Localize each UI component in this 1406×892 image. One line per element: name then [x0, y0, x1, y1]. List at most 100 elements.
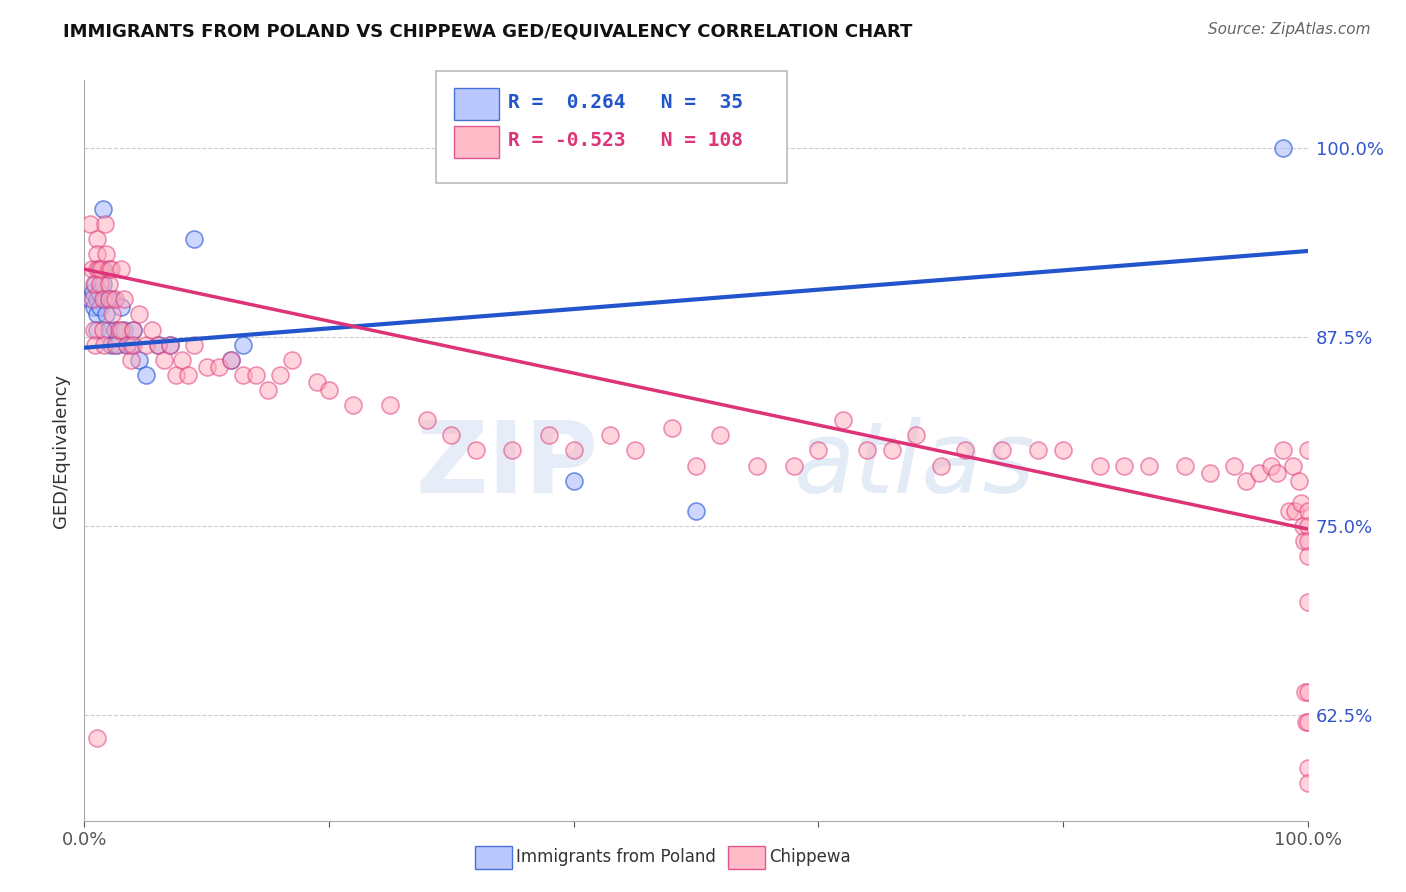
Point [1292, 534, 1315, 549]
Point [146, 337, 169, 351]
Point [856, 443, 879, 458]
Point [153, 352, 176, 367]
Point [96, 247, 118, 261]
Point [538, 428, 561, 442]
Point [112, 293, 135, 307]
Point [107, 322, 129, 336]
Point [110, 322, 132, 336]
Point [87, 285, 110, 299]
Point [86, 247, 108, 261]
Text: R = -0.523   N = 108: R = -0.523 N = 108 [508, 131, 742, 151]
Point [709, 428, 731, 442]
Point [783, 458, 806, 473]
Point [86, 322, 108, 336]
Point [232, 368, 254, 382]
Point [82, 293, 104, 307]
Point [1291, 496, 1313, 510]
Point [91, 202, 114, 216]
Point [172, 352, 194, 367]
Point [1296, 594, 1319, 608]
Point [195, 360, 218, 375]
Point [146, 337, 169, 351]
Point [86, 293, 108, 307]
Point [110, 300, 132, 314]
Point [1052, 443, 1074, 458]
Point [159, 337, 181, 351]
Point [104, 322, 127, 336]
Point [122, 337, 145, 351]
Point [86, 262, 108, 277]
Point [624, 443, 647, 458]
Point [1260, 458, 1282, 473]
Point [1296, 549, 1319, 564]
Point [245, 368, 267, 382]
Point [86, 731, 108, 745]
Point [502, 443, 524, 458]
Text: R =  0.264   N =  35: R = 0.264 N = 35 [508, 93, 742, 112]
Point [97, 322, 120, 336]
Point [1174, 458, 1197, 473]
Point [141, 322, 163, 336]
Point [232, 337, 254, 351]
Point [183, 337, 205, 351]
Point [440, 428, 463, 442]
Point [342, 398, 364, 412]
Point [747, 458, 769, 473]
Point [562, 474, 585, 488]
Text: ZIP: ZIP [415, 417, 598, 514]
Point [100, 337, 122, 351]
Point [100, 262, 122, 277]
Point [128, 352, 150, 367]
Point [91, 277, 114, 292]
Point [1198, 466, 1220, 480]
Point [96, 308, 118, 322]
Point [104, 293, 127, 307]
Point [1296, 685, 1319, 699]
Point [135, 337, 157, 351]
Point [269, 368, 291, 382]
Point [416, 413, 439, 427]
Point [115, 337, 138, 351]
Point [89, 277, 111, 292]
Point [97, 293, 120, 307]
Point [112, 322, 135, 336]
Point [661, 421, 683, 435]
Point [219, 352, 242, 367]
Point [1296, 519, 1319, 533]
Point [93, 337, 115, 351]
Point [90, 262, 112, 277]
Point [1272, 443, 1295, 458]
Point [1223, 458, 1246, 473]
Text: IMMIGRANTS FROM POLAND VS CHIPPEWA GED/EQUIVALENCY CORRELATION CHART: IMMIGRANTS FROM POLAND VS CHIPPEWA GED/E… [63, 22, 912, 40]
Point [159, 337, 181, 351]
Point [219, 352, 242, 367]
Point [1284, 504, 1306, 518]
Point [84, 337, 107, 351]
Point [94, 217, 117, 231]
Point [685, 504, 707, 518]
Point [91, 293, 114, 307]
Point [1137, 458, 1160, 473]
Point [685, 458, 707, 473]
Point [97, 262, 120, 277]
Point [80, 262, 103, 277]
Point [1028, 443, 1050, 458]
Point [1296, 534, 1319, 549]
Point [79, 293, 101, 307]
Point [183, 232, 205, 246]
Point [120, 337, 142, 351]
Point [87, 262, 110, 277]
Point [82, 285, 104, 299]
Point [115, 337, 138, 351]
Text: Source: ZipAtlas.com: Source: ZipAtlas.com [1208, 22, 1371, 37]
Point [86, 232, 108, 246]
Point [1294, 685, 1316, 699]
Point [1295, 715, 1317, 730]
Point [97, 293, 120, 307]
Point [1296, 715, 1319, 730]
Point [807, 443, 830, 458]
Text: atlas: atlas [794, 417, 1035, 514]
Point [905, 428, 928, 442]
Point [97, 277, 120, 292]
Point [94, 293, 117, 307]
